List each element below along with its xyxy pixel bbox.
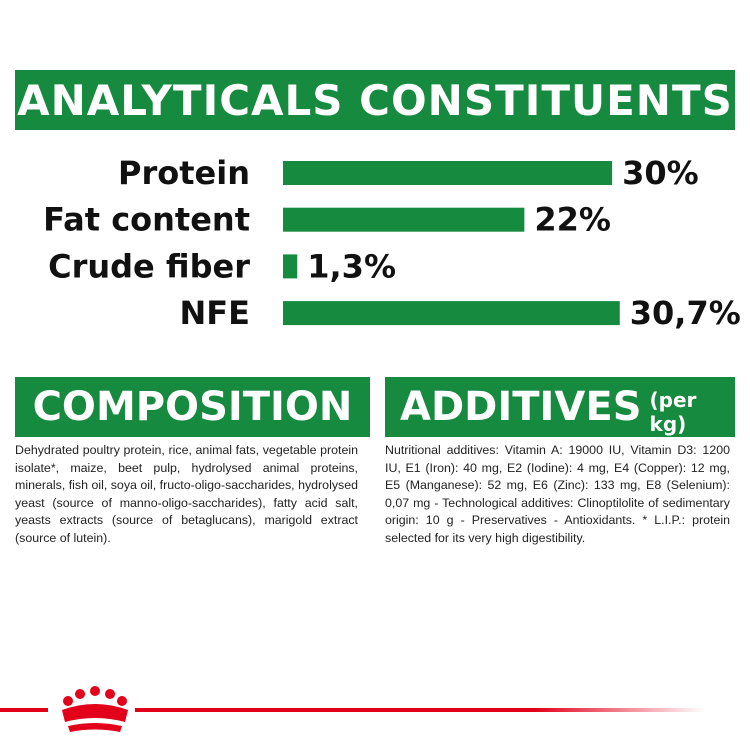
category-label: Protein: [118, 154, 250, 192]
additives-banner: ADDITIVES (per kg): [385, 377, 735, 437]
composition-banner: COMPOSITION: [15, 377, 370, 437]
red-line: [0, 708, 48, 712]
category-label: Crude fiber: [48, 247, 250, 285]
category-label: NFE: [180, 294, 251, 332]
bar-chart: Protein 30% Fat content 22% Crude fiber 1,3% N…: [43, 154, 741, 332]
additives-title: ADDITIVES: [400, 384, 642, 430]
bar: [283, 301, 620, 326]
additives-text: Nutritional additives: Vitamin A: 19000 …: [385, 443, 730, 545]
red-line: [135, 708, 705, 712]
value-label: 22%: [534, 201, 611, 239]
value-label: 1,3%: [307, 247, 396, 285]
title-banner: ANALYTICALS CONSTITUENTS: [15, 70, 735, 130]
category-label: Fat content: [43, 201, 250, 239]
bar: [283, 161, 613, 185]
composition-title: COMPOSITION: [32, 384, 353, 430]
composition-text: Dehydrated poultry protein, rice, animal…: [15, 443, 358, 545]
value-label: 30%: [622, 154, 699, 192]
crown: [62, 686, 128, 732]
chart-title: ANALYTICALS CONSTITUENTS: [17, 75, 733, 125]
bar: [283, 207, 525, 232]
bar: [283, 254, 298, 279]
footer-logo: [0, 686, 705, 732]
value-label: 30,7%: [630, 294, 741, 332]
additives-subtitle: (per kg): [649, 388, 697, 436]
